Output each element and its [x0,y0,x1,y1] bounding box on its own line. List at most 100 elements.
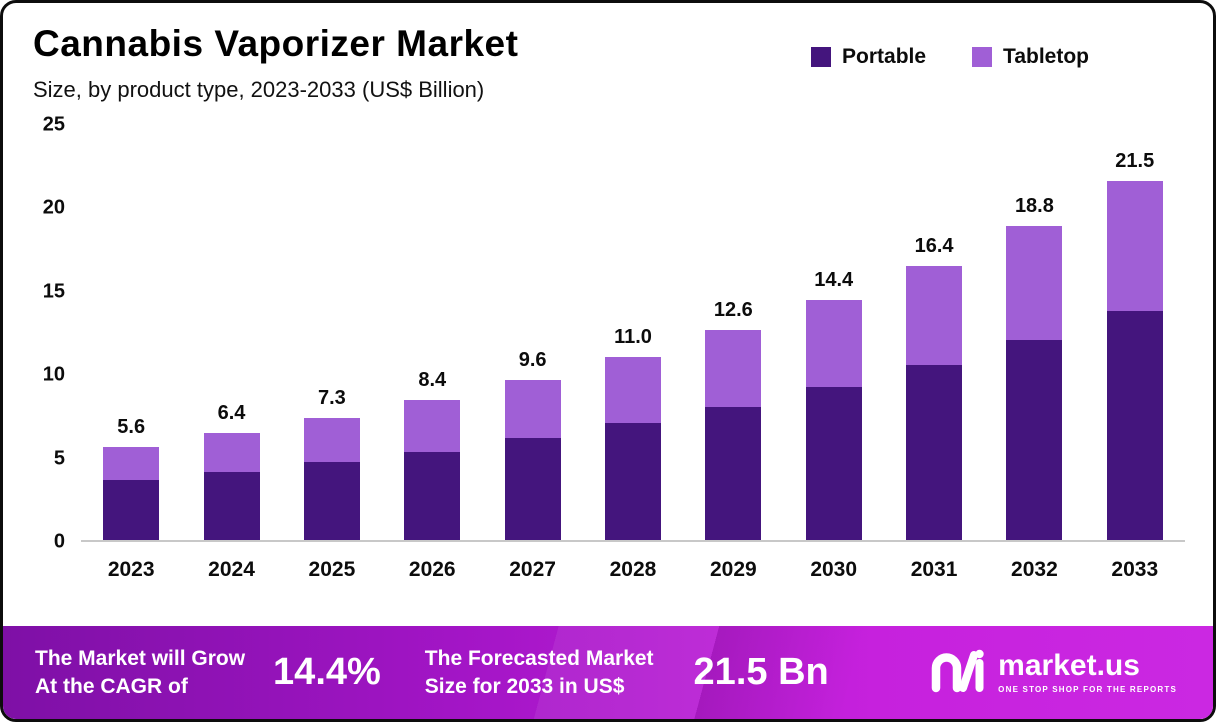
stacked-bar-chart: 0 5 10 15 20 25 5.6 6.4 7.3 8.4 9.6 11.0 12.6 14.4 16… [33,114,1185,582]
bar-segment-tabletop-2026 [404,399,461,452]
bar-stack-2031 [906,266,963,540]
total-label-2032: 18.8 [1014,195,1054,218]
x-label-2031: 2031 [910,558,958,581]
portable-swatch [811,47,832,67]
brand-tagline: ONE STOP SHOP FOR THE REPORTS [998,685,1177,694]
header: Cannabis Vaporizer Market Size, by produ… [3,3,1213,103]
brand-logo: market.us ONE STOP SHOP FOR THE REPORTS [929,647,1177,698]
cagr-label-line1: The Market will Grow [35,647,246,671]
chart-subtitle: Size, by product type, 2023-2033 (US$ Bi… [33,77,485,102]
bar-group-2031: 16.4 [884,235,983,540]
x-label-2025: 2025 [308,558,356,581]
x-label-2023: 2023 [107,558,155,581]
bar-stack-2024 [203,433,260,540]
plot-area: 5.6 6.4 7.3 8.4 9.6 11.0 12.6 14.4 16.4 18.8 21.5 [81,125,1185,542]
bar-stack-2026 [404,399,461,540]
bar-group-2033: 21.5 [1085,150,1184,540]
plot-wrap: 5.6 6.4 7.3 8.4 9.6 11.0 12.6 14.4 16.4 18.8 21.5 … [81,125,1185,582]
bar-stack-2029 [705,329,762,540]
cagr-label: The Market will Grow At the CAGR of [35,645,245,700]
bar-segment-portable-2023 [103,479,160,540]
total-label-2023: 5.6 [117,415,146,438]
x-label-2033: 2033 [1111,558,1159,581]
total-label-2025: 7.3 [317,387,346,410]
y-tick-5: 5 [53,447,65,470]
total-label-2030: 14.4 [814,268,854,291]
bar-segment-tabletop-2024 [203,433,260,472]
bar-segment-portable-2027 [504,438,561,540]
cagr-value: 14.4% [273,651,381,693]
bar-stack-2023 [103,446,160,540]
bar-segment-tabletop-2028 [604,356,661,424]
x-label-2026: 2026 [408,558,456,581]
y-tick-25: 25 [42,113,65,136]
bar-group-2024: 6.4 [182,402,281,540]
forecast-label: The Forecasted Market Size for 2033 in U… [425,645,654,700]
bar-stack-2027 [504,379,561,540]
bar-group-2025: 7.3 [282,387,381,540]
bar-stack-2025 [303,418,360,540]
forecast-label-line1: The Forecasted Market [424,647,654,671]
bar-segment-tabletop-2029 [705,329,762,407]
x-label-2028: 2028 [609,558,657,581]
bar-segment-portable-2033 [1106,311,1163,540]
bar-segment-portable-2030 [805,386,862,540]
cagr-label-line2: At the CAGR of [35,674,188,698]
forecast-value: 21.5 Bn [693,651,829,693]
y-axis: 0 5 10 15 20 25 [33,114,81,553]
bar-segment-tabletop-2030 [805,299,862,387]
bar-segment-tabletop-2023 [103,446,160,480]
x-label-2030: 2030 [810,558,858,581]
bar-stack-2030 [805,299,862,540]
bar-segment-portable-2032 [1006,339,1063,540]
x-label-2024: 2024 [208,558,255,581]
bar-group-2029: 12.6 [684,299,783,540]
x-label-2029: 2029 [709,558,757,581]
bar-segment-portable-2026 [404,451,461,540]
total-label-2029: 12.6 [713,298,753,321]
y-tick-15: 15 [42,280,65,303]
total-label-2026: 8.4 [418,368,447,391]
bar-group-2028: 11.0 [583,326,682,540]
bar-segment-portable-2031 [906,364,963,540]
footer-banner: The Market will Grow At the CAGR of 14.4… [3,626,1213,719]
forecast-label-line2: Size for 2033 in US$ [424,674,625,698]
x-label-2032: 2032 [1011,558,1058,581]
legend: Portable Tabletop [811,45,1089,69]
brand-name: market.us [998,649,1140,682]
x-label-2027: 2027 [509,558,556,581]
bar-group-2023: 5.6 [82,416,181,540]
page-title: Cannabis Vaporizer Market [33,23,519,64]
tabletop-swatch [972,47,993,67]
total-label-2028: 11.0 [614,325,652,348]
bar-stack-2032 [1006,226,1063,540]
bar-segment-tabletop-2033 [1106,181,1163,312]
bar-stack-2028 [604,356,661,540]
legend-item-portable: Portable [811,45,926,69]
total-label-2024: 6.4 [217,402,246,425]
y-tick-20: 20 [42,196,65,219]
y-tick-10: 10 [42,363,65,386]
x-axis: 2023 2024 2025 2026 2027 2028 2029 2030 2031 2032… [81,558,1185,582]
bar-group-2026: 8.4 [383,369,482,540]
y-tick-0: 0 [53,530,65,553]
total-label-2031: 16.4 [914,235,954,258]
bar-stack-2033 [1106,181,1163,540]
total-label-2033: 21.5 [1115,150,1155,173]
market-us-logo-icon [929,647,985,698]
bar-group-2032: 18.8 [985,195,1084,540]
total-label-2027: 9.6 [518,348,547,371]
bar-segment-portable-2028 [604,423,661,540]
bar-group-2030: 14.4 [784,269,883,540]
legend-label-portable: Portable [842,45,927,68]
bar-group-2027: 9.6 [483,349,582,540]
brand-text: market.us ONE STOP SHOP FOR THE REPORTS [998,649,1177,695]
bar-segment-portable-2029 [705,406,762,540]
bar-segment-portable-2024 [203,471,260,540]
legend-item-tabletop: Tabletop [972,45,1089,69]
bar-segment-tabletop-2025 [303,418,360,462]
bar-segment-portable-2025 [303,461,360,540]
bar-segment-tabletop-2031 [906,266,963,365]
bar-segment-tabletop-2032 [1006,226,1063,340]
